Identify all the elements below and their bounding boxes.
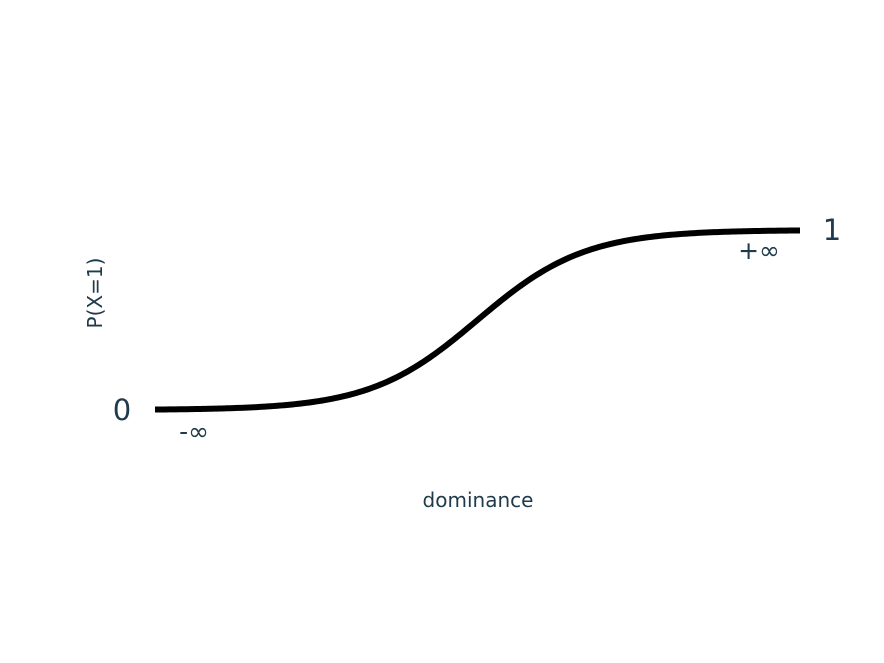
x-tick-label-neg-infinity: -∞ [179,417,209,446]
plot-area [155,230,800,409]
y-tick-label-0: 0 [113,393,131,427]
x-axis-label: dominance [423,488,534,512]
y-tick-label-1: 1 [823,213,841,247]
x-tick-label-pos-infinity: +∞ [738,236,780,265]
y-axis-label: P(X=1) [83,258,107,329]
logistic-curve [155,230,800,409]
